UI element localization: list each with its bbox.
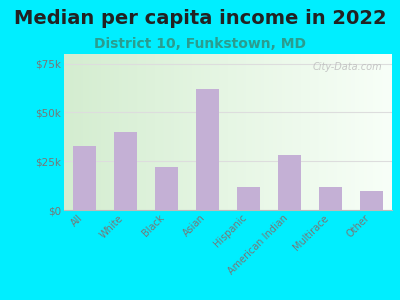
Bar (114, 132, 137, 210)
Bar (237, 187, 260, 210)
Text: City-Data.com: City-Data.com (312, 62, 382, 72)
Bar (155, 167, 178, 210)
Bar (196, 89, 219, 210)
Bar (360, 190, 383, 210)
Bar (73, 146, 96, 210)
Bar (278, 155, 301, 210)
Text: District 10, Funkstown, MD: District 10, Funkstown, MD (94, 38, 306, 52)
Text: Median per capita income in 2022: Median per capita income in 2022 (14, 9, 386, 28)
Bar (319, 187, 342, 210)
